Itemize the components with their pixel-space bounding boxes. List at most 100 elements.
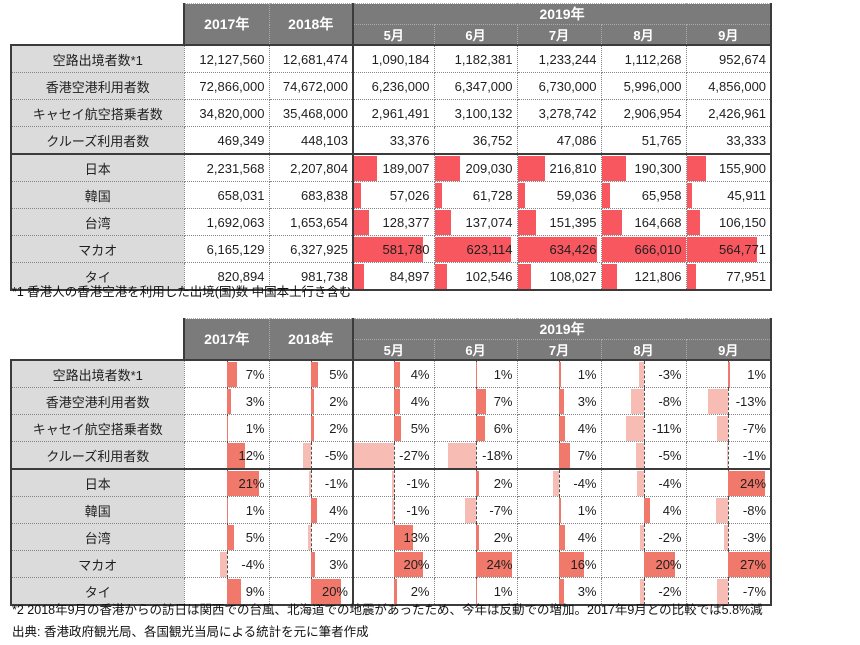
data-bar — [559, 388, 564, 414]
cell-value: 45,911 — [727, 187, 767, 203]
data-bar — [226, 470, 260, 496]
cell-value: -2% — [324, 529, 348, 545]
value-cell: 216,810 — [516, 153, 602, 182]
cell-content: -3% — [687, 523, 771, 551]
cell-value: -4% — [241, 556, 265, 572]
cell-value: 5,996,000 — [623, 78, 682, 94]
value-cell: -11% — [600, 414, 687, 442]
source-note: 出典: 香港政府観光局、各国観光当局による統計を元に筆者作成 — [12, 625, 369, 639]
value-cell: 4% — [352, 387, 435, 415]
cell-content: 155,900 — [686, 155, 771, 181]
cell-value: 2,906,954 — [623, 105, 682, 121]
cell-content: 2,906,954 — [602, 101, 686, 126]
zero-axis — [728, 496, 730, 524]
value-cell: 20% — [352, 550, 435, 578]
cell-content: 216,810 — [517, 155, 601, 181]
cell-content: -2% — [270, 523, 353, 551]
cell-content: 45,911 — [686, 182, 771, 208]
table-row: 香港空港利用者数 72,866,000 74,672,000 6,236,000 6,3… — [10, 72, 773, 100]
table-row: クルーズ利用者数 12% -5% -27% -18% 7% -5% -1% — [10, 441, 773, 470]
cell-content: -4% — [602, 469, 686, 497]
cell-value: -1% — [406, 475, 430, 491]
row-label: タイ — [10, 577, 185, 606]
cell-value: -2% — [658, 529, 682, 545]
cell-value: 1% — [577, 502, 597, 518]
cell-value: 1,112,268 — [624, 51, 682, 67]
row-label: 日本 — [10, 468, 185, 497]
table-row: 韓国 1% 4% -1% -7% 1% 4% -8% — [10, 496, 773, 524]
cell-content: 1,182,381 — [435, 47, 517, 72]
col-header-2019: 2019年 — [351, 318, 773, 340]
value-cell: -4% — [183, 550, 270, 578]
cell-value: 4% — [329, 502, 348, 518]
value-cell: -4% — [600, 468, 687, 497]
value-cell: 59,036 — [516, 181, 602, 209]
col-header-month: 5月 — [352, 24, 435, 46]
table1-header: 2017年 2018年 2019年 5月 6月 7月 8月 9月 — [11, 3, 773, 46]
data-bar — [307, 524, 311, 550]
table-row: タイ 9% 20% 2% 1% 3% -2% -7% — [10, 577, 773, 606]
value-cell: 1% — [685, 359, 773, 388]
col-header-month: 7月 — [516, 339, 602, 361]
cell-value: 128,377 — [382, 214, 430, 230]
data-bar — [686, 209, 700, 235]
row-label: 香港空港利用者数 — [10, 72, 185, 100]
cell-content: 4% — [270, 496, 353, 524]
cell-value: 84,897 — [389, 268, 430, 284]
cell-value: 2% — [493, 529, 513, 545]
col-header-2017: 2017年 — [183, 318, 270, 361]
cell-value: 20% — [655, 556, 682, 572]
cell-value: 57,026 — [389, 187, 430, 203]
cell-content: -3% — [602, 360, 686, 388]
data-bar — [559, 415, 566, 441]
cell-content: 1,692,063 — [185, 210, 269, 235]
cell-value: 1,090,184 — [371, 51, 430, 67]
cell-content: 72,866,000 — [185, 74, 269, 99]
value-cell: 6% — [433, 414, 518, 442]
cell-value: 5% — [245, 529, 265, 545]
cell-value: 3% — [329, 556, 348, 572]
cell-value: -5% — [324, 447, 348, 463]
table-row: 香港空港利用者数 3% 2% 4% 7% 3% -8% -13% — [10, 387, 773, 415]
cell-value: 3% — [245, 393, 265, 409]
data-bar — [310, 497, 317, 523]
cell-content: 2,207,804 — [270, 156, 353, 181]
cell-content: 59,036 — [517, 182, 601, 208]
col-header-month: 6月 — [433, 339, 518, 361]
cell-value: 216,810 — [549, 160, 597, 176]
cell-value: 61,728 — [472, 187, 513, 203]
value-cell: 72,866,000 — [183, 72, 270, 100]
data-bar — [559, 578, 564, 604]
value-cell: 106,150 — [685, 208, 773, 236]
cell-content: 61,728 — [434, 182, 517, 208]
zero-axis — [643, 414, 645, 442]
value-cell: 12,681,474 — [268, 44, 354, 73]
cell-value: 6,165,129 — [206, 241, 265, 257]
value-cell: 24% — [433, 550, 518, 578]
value-cell: 24% — [685, 468, 773, 497]
row-label: キャセイ航空搭乗者数 — [10, 99, 185, 127]
value-cell: -1% — [352, 496, 435, 524]
cell-content: 5% — [354, 414, 434, 442]
cell-value: 106,150 — [719, 214, 767, 230]
cell-content: 128,377 — [354, 209, 434, 235]
data-bar — [559, 442, 570, 468]
cell-content: 24% — [687, 469, 771, 497]
cell-value: -3% — [658, 366, 682, 382]
cell-content: 1% — [435, 360, 517, 388]
value-cell: 7% — [433, 387, 518, 415]
data-bar — [354, 182, 361, 208]
zero-axis — [643, 441, 645, 469]
value-cell: 2% — [268, 414, 354, 442]
value-cell: 77,951 — [685, 262, 773, 291]
value-cell: 2% — [433, 523, 518, 551]
cell-content: -2% — [602, 577, 686, 605]
cell-value: 1,233,244 — [538, 51, 597, 67]
cell-value: 51,765 — [641, 132, 682, 148]
col-header-month: 8月 — [600, 24, 687, 46]
data-bar — [475, 470, 479, 496]
data-bar — [717, 578, 729, 604]
data-bar — [601, 263, 617, 289]
cell-value: 820,894 — [217, 268, 265, 284]
cell-value: 59,036 — [556, 187, 597, 203]
